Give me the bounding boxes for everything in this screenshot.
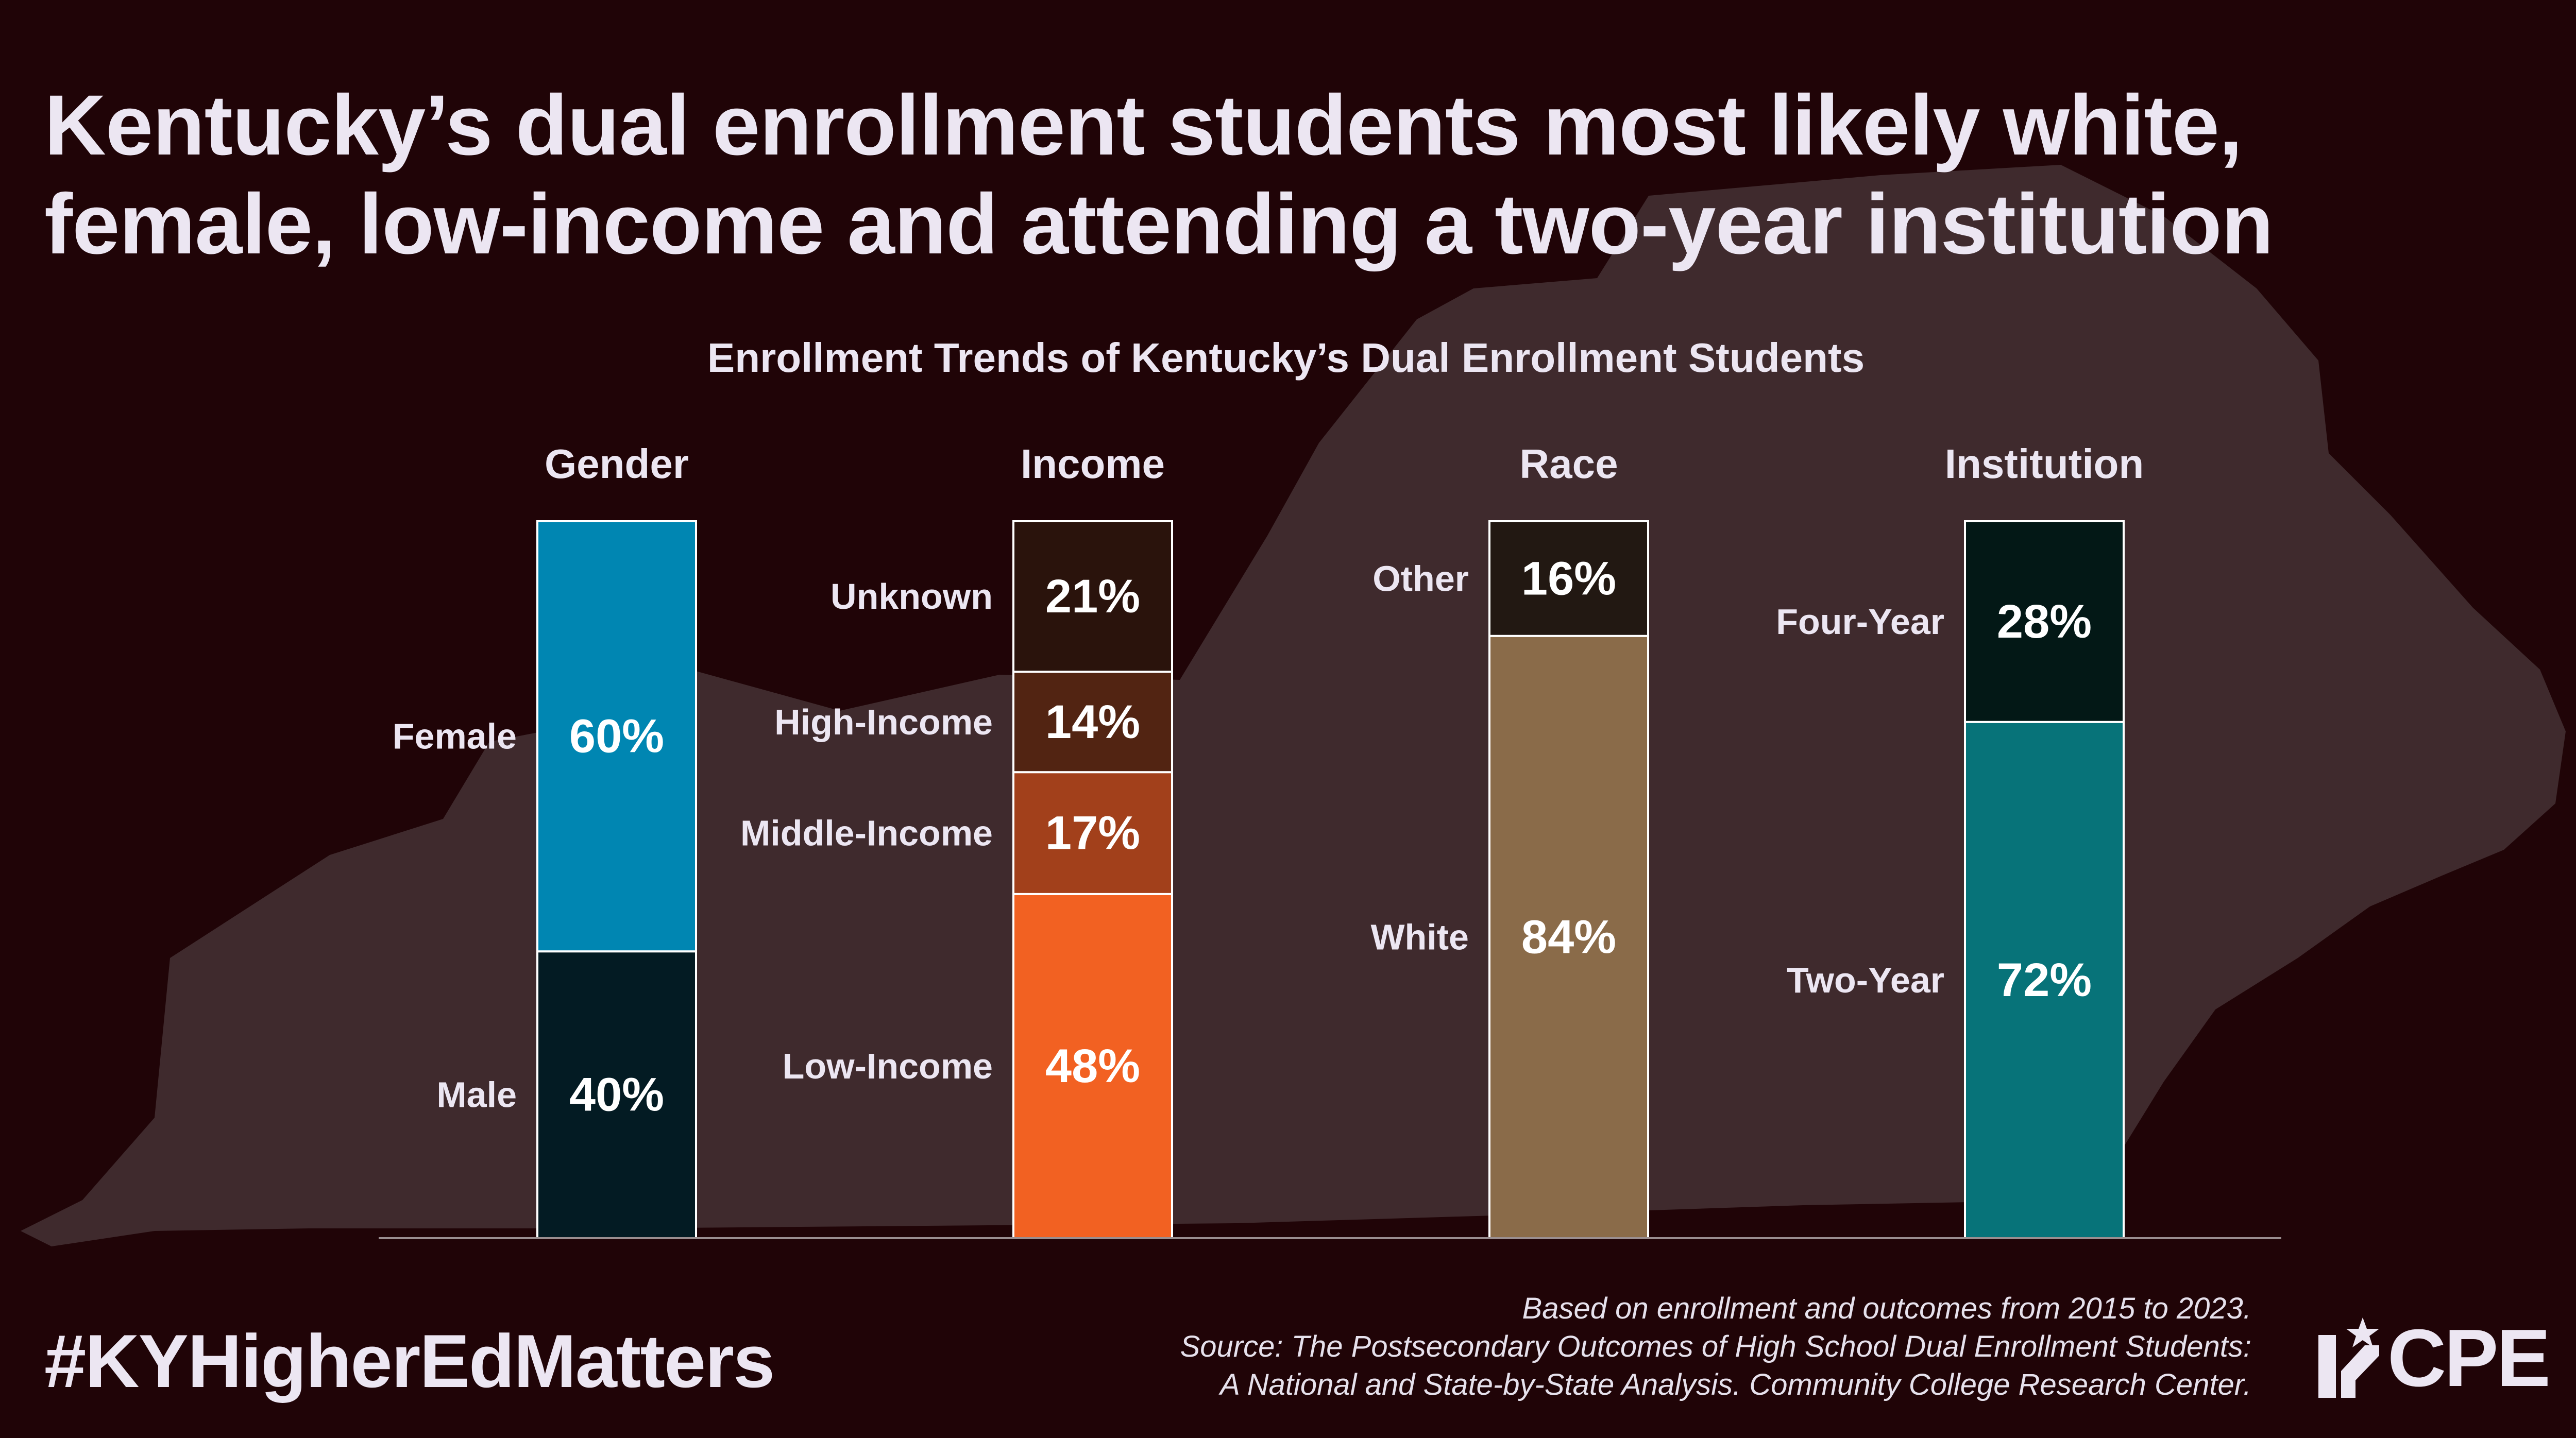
bar-segment-institution-two-year: [1964, 721, 2125, 1239]
category-label-income-low-income: Low-Income: [783, 1046, 993, 1086]
bar-segment-income-low-income: [1012, 893, 1173, 1239]
group-label-race: Race: [1519, 441, 1618, 487]
group-label-income: Income: [1021, 441, 1165, 487]
category-label-income-unknown: Unknown: [831, 576, 993, 617]
footnote-line-3: A National and State-by-State Analysis. …: [1220, 1368, 2251, 1401]
cpe-logo: CPE: [2315, 1314, 2551, 1402]
data-label-income-low-income: 48%: [1045, 1040, 1140, 1092]
bar-segment-race-white: [1488, 635, 1649, 1239]
category-label-institution-two-year: Two-Year: [1787, 960, 1944, 1000]
bar-segment-income-middle-income: [1012, 771, 1173, 895]
data-label-income-unknown: 21%: [1045, 570, 1140, 623]
bar-segment-institution-four-year: [1964, 520, 2125, 723]
source-footnote: Based on enrollment and outcomes from 20…: [912, 1290, 2251, 1404]
group-label-gender: Gender: [545, 441, 689, 487]
kentucky-star-icon: [2318, 1317, 2379, 1398]
data-label-gender-male: 40%: [569, 1069, 664, 1121]
data-label-institution-four-year: 28%: [1997, 595, 2092, 648]
category-label-income-high-income: High-Income: [774, 702, 993, 742]
bar-segment-gender-female: [536, 520, 697, 953]
chart-title: Enrollment Trends of Kentucky’s Dual Enr…: [707, 335, 1865, 381]
bar-segment-race-other: [1488, 520, 1649, 637]
category-label-race-white: White: [1370, 917, 1469, 957]
footnote-line-1: Based on enrollment and outcomes from 20…: [1522, 1292, 2251, 1325]
data-label-income-middle-income: 17%: [1045, 807, 1140, 860]
page-title: Kentucky’s dual enrollment students most…: [44, 78, 2274, 272]
bar-segment-income-unknown: [1012, 520, 1173, 673]
hashtag: #KYHigherEdMatters: [44, 1319, 775, 1403]
data-label-race-white: 84%: [1521, 911, 1616, 963]
category-label-race-other: Other: [1372, 558, 1469, 598]
logo-text: CPE: [2387, 1313, 2551, 1403]
data-label-gender-female: 60%: [569, 710, 664, 763]
footnote-line-2: Source: The Postsecondary Outcomes of Hi…: [1180, 1330, 2251, 1363]
category-label-gender-male: Male: [436, 1075, 517, 1115]
category-label-income-middle-income: Middle-Income: [740, 813, 993, 853]
data-label-race-other: 16%: [1521, 552, 1616, 605]
data-label-institution-two-year: 72%: [1997, 954, 2092, 1006]
category-label-gender-female: Female: [393, 716, 517, 757]
bar-segment-income-high-income: [1012, 671, 1173, 774]
data-label-income-high-income: 14%: [1045, 696, 1140, 748]
category-label-institution-four-year: Four-Year: [1776, 602, 1944, 642]
group-label-institution: Institution: [1945, 441, 2144, 487]
